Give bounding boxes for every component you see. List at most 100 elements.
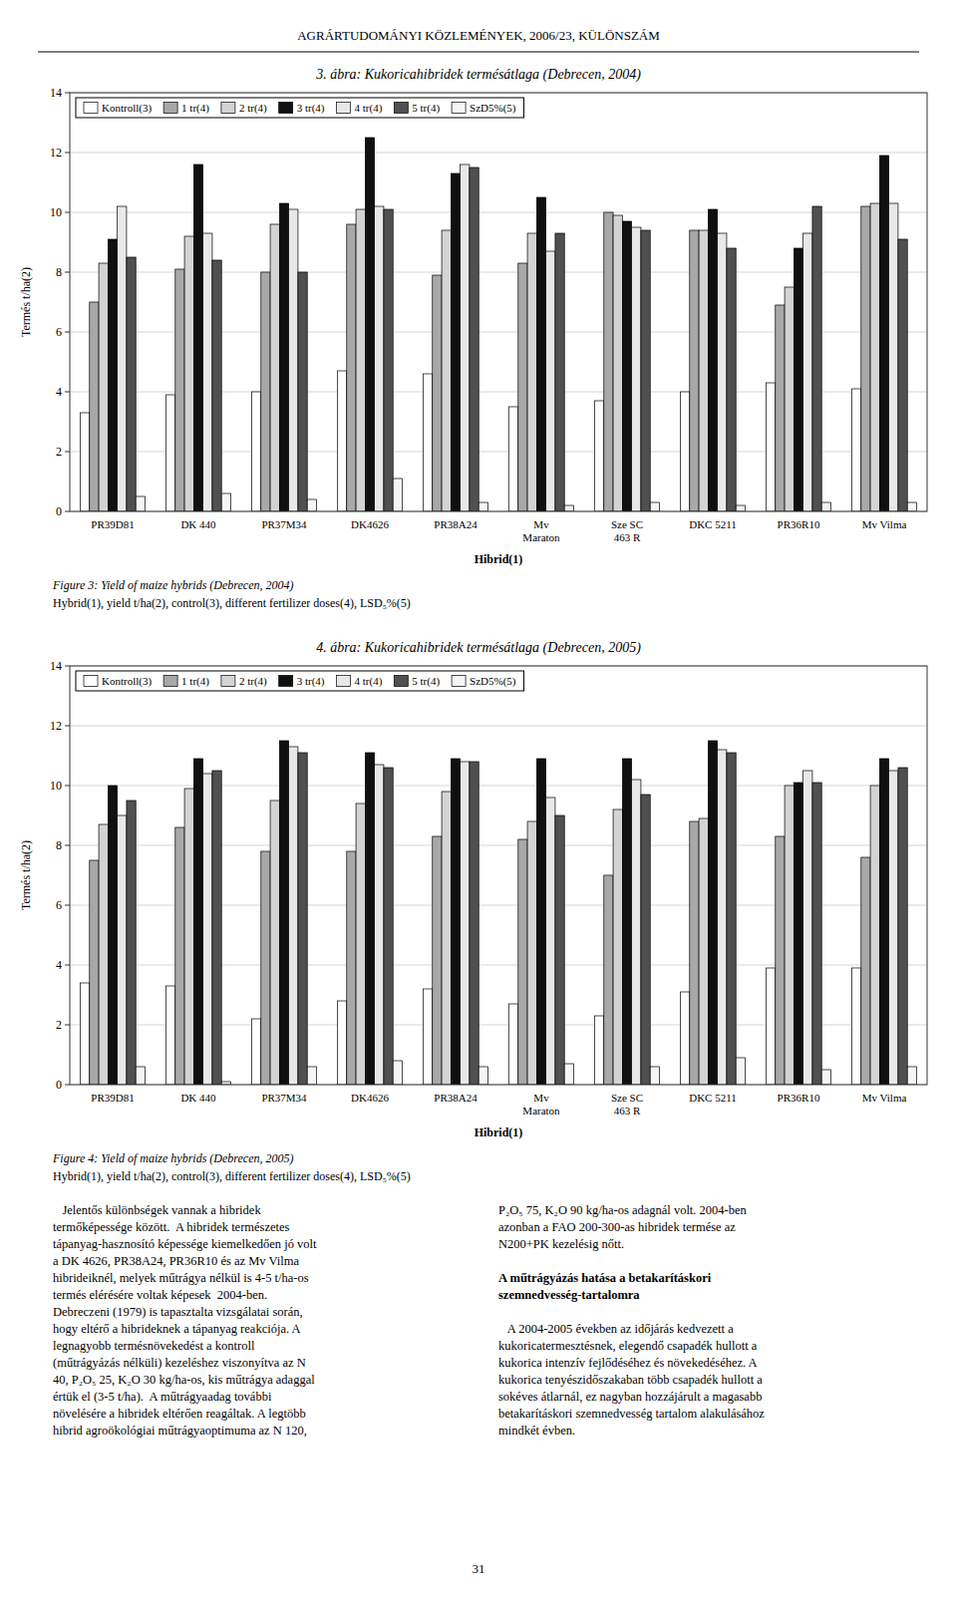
y-tick — [64, 391, 70, 393]
legend-swatch — [221, 102, 236, 114]
bar — [279, 203, 289, 512]
bar — [632, 779, 641, 1085]
body-line: mindkét évben. — [498, 1423, 576, 1438]
y-tick — [64, 845, 70, 847]
x-tick-label: DK4626 — [350, 1091, 389, 1104]
caption: Figure 4: Yield of maize hybrids (Debrec… — [51, 1151, 295, 1166]
bar — [870, 203, 880, 512]
bar — [870, 785, 880, 1085]
bar — [221, 493, 231, 512]
chart: 4. ábra: Kukoricahibridek termésátlaga (… — [18, 639, 928, 1184]
caption: Figure 3: Yield of maize hybrids (Debrec… — [51, 578, 295, 593]
x-tick-label-line: DK 440 — [180, 518, 217, 531]
y-tick-label: 6 — [55, 324, 62, 339]
bar — [175, 827, 185, 1085]
body-line: hogy eltérő a hibrideknek a tápanyag rea… — [52, 1321, 302, 1336]
section-heading: szemnedvesség-tartalomra — [498, 1287, 640, 1302]
grid-line — [69, 725, 928, 727]
x-tick-label-line: Sze SC — [611, 518, 643, 531]
bar — [594, 1015, 604, 1085]
x-tick-label: DK 440 — [180, 1091, 217, 1104]
y-tick-label: 4 — [55, 957, 62, 972]
y-tick-label: 2 — [55, 1017, 62, 1032]
bar — [270, 800, 280, 1085]
bar — [165, 985, 175, 1085]
bar — [717, 233, 727, 512]
bar — [289, 746, 299, 1085]
bar — [441, 230, 451, 512]
body-line: 40, P₂O₅ 25, K₂O 30 kg/ha-os, kis műtrág… — [52, 1372, 316, 1387]
x-tick-label: PR39D81 — [90, 1091, 134, 1104]
body-line: növelésére a hibridek eltérően reagáltak… — [52, 1406, 307, 1421]
body-line: P₂O₅ 75, K₂O 90 kg/ha-os adagnál volt. 2… — [498, 1203, 748, 1218]
y-tick — [64, 725, 70, 727]
legend-swatch — [279, 675, 294, 687]
y-tick — [64, 152, 70, 154]
bar — [392, 478, 402, 512]
caption: Hybrid(1), yield t/ha(2), control(3), di… — [52, 1169, 411, 1184]
bar — [640, 230, 650, 512]
bar — [422, 373, 432, 512]
body-line: értük el (3-5 t/ha). A műtrágyaadag tová… — [52, 1389, 273, 1404]
page-title: AGRÁRTUDOMÁNYI KÖZLEMÉNYEK, 2006/23, KÜL… — [297, 27, 660, 43]
bar — [793, 782, 803, 1085]
y-axis-label: Termés t/ha(2) — [18, 267, 33, 337]
y-tick — [64, 785, 70, 787]
bar — [613, 215, 623, 512]
bar — [707, 209, 717, 512]
x-tick-label-line: 463 R — [614, 1104, 641, 1117]
bar — [536, 758, 546, 1085]
bar — [355, 803, 365, 1085]
x-tick-label-line: PR36R10 — [777, 518, 821, 531]
body-line: kukoricatermesztésnek, elegendő csapadék… — [498, 1338, 758, 1353]
bar — [546, 797, 556, 1085]
bar — [555, 233, 565, 512]
x-tick-label-line: Mv — [533, 1091, 550, 1104]
bar — [79, 982, 89, 1085]
bar — [135, 496, 145, 512]
legend-label: 1 tr(4) — [181, 101, 210, 115]
x-tick-label-line: PR37M34 — [261, 518, 308, 531]
bar — [527, 233, 537, 512]
bar — [898, 239, 908, 512]
legend-label: 4 tr(4) — [354, 674, 383, 688]
y-tick — [64, 331, 70, 333]
header-rule — [37, 51, 920, 53]
bar — [821, 1069, 831, 1085]
x-tick-label: Sze SC463 R — [611, 1091, 643, 1117]
bar — [346, 224, 356, 512]
legend: Kontroll(3)1 tr(4)2 tr(4)3 tr(4)4 tr(4)5… — [75, 97, 525, 118]
legend-swatch — [451, 102, 466, 114]
body-line: hibrid agroökológiai műtrágyaoptimuma az… — [52, 1423, 308, 1438]
caption: Hybrid(1), yield t/ha(2), control(3), di… — [52, 596, 411, 611]
legend-box — [75, 97, 525, 118]
bar — [803, 770, 813, 1085]
bar — [126, 800, 136, 1085]
y-tick-label: 8 — [55, 265, 62, 280]
x-tick-label: DKC 5211 — [688, 1091, 737, 1104]
section-heading: A műtrágyázás hatása a betakarításkori — [498, 1271, 712, 1285]
bar — [432, 836, 442, 1085]
x-axis-label: Hibrid(1) — [474, 1125, 524, 1140]
bar — [735, 1057, 745, 1085]
x-tick-label-line: Maraton — [522, 1104, 561, 1117]
body-line: azonban a FAO 200-300-as hibridek termés… — [498, 1220, 736, 1235]
x-tick-label: DK4626 — [350, 518, 389, 531]
legend-swatch — [393, 102, 408, 114]
legend-swatch — [83, 675, 98, 687]
x-tick-label-line: PR37M34 — [261, 1091, 308, 1104]
bar — [203, 233, 213, 512]
bar — [307, 499, 317, 512]
y-axis-label: Termés t/ha(2) — [18, 840, 33, 911]
y-tick — [64, 905, 70, 907]
bar — [726, 752, 736, 1085]
x-tick-label-line: Mv Vilma — [862, 518, 908, 531]
body-line: legnagyobb termésnövekedést a kontroll — [52, 1338, 256, 1353]
y-tick — [64, 665, 70, 667]
legend-label: Kontroll(3) — [101, 101, 152, 115]
x-tick-label: PR39D81 — [90, 518, 134, 531]
bar — [117, 815, 127, 1085]
y-tick — [64, 964, 70, 966]
bar — [898, 767, 908, 1085]
legend-label: 5 tr(4) — [411, 101, 440, 115]
